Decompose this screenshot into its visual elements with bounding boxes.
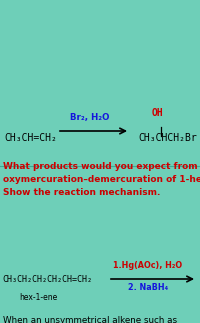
- Text: When an unsymmetrical alkene such as: When an unsymmetrical alkene such as: [3, 316, 177, 323]
- Text: What products would you expect from: What products would you expect from: [3, 162, 198, 171]
- Text: Show the reaction mechanism.: Show the reaction mechanism.: [3, 188, 160, 197]
- Text: OH: OH: [152, 108, 164, 118]
- Text: CH₃CH₂CH₂CH₂CH=CH₂: CH₃CH₂CH₂CH₂CH=CH₂: [2, 276, 92, 285]
- Text: Br₂, H₂O: Br₂, H₂O: [70, 113, 110, 122]
- Text: CH₃CH=CH₂: CH₃CH=CH₂: [4, 133, 57, 143]
- Text: oxymercuration–demercuration of 1-hexene?: oxymercuration–demercuration of 1-hexene…: [3, 175, 200, 184]
- Text: hex-1-ene: hex-1-ene: [19, 293, 57, 302]
- Text: 2. NaBH₄: 2. NaBH₄: [128, 283, 168, 292]
- Text: CH₃CHCH₂Br: CH₃CHCH₂Br: [138, 133, 197, 143]
- Text: 1.Hg(AOc), H₂O: 1.Hg(AOc), H₂O: [113, 261, 183, 270]
